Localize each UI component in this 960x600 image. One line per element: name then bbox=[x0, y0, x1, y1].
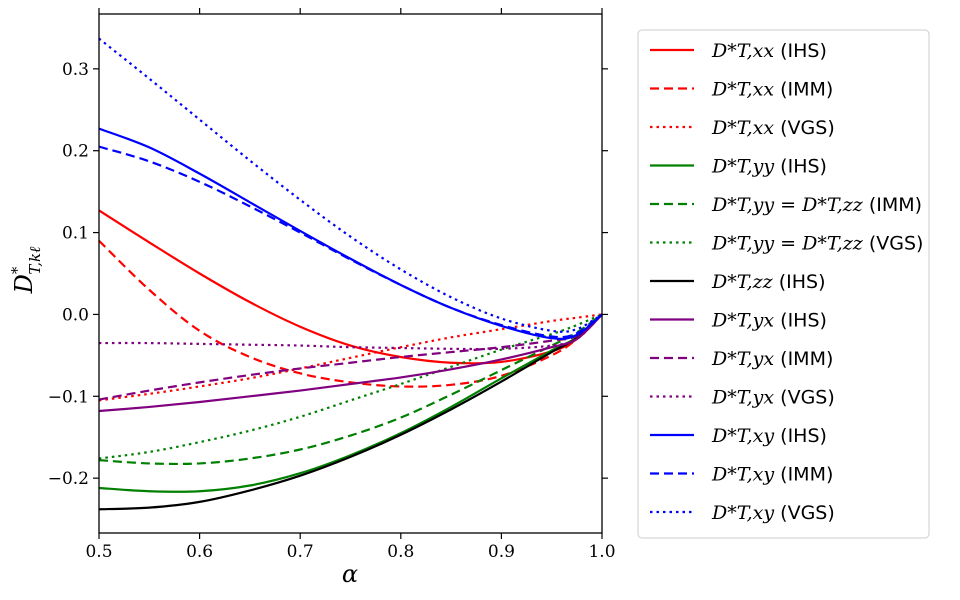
series-line-12 bbox=[98, 37, 603, 333]
y-tick-label: −0.2 bbox=[48, 469, 89, 489]
x-tick-label: 0.5 bbox=[85, 542, 112, 562]
legend-label-1: D*T,xx (IMM) bbox=[711, 79, 833, 101]
y-tick-label: −0.1 bbox=[48, 387, 89, 407]
legend-label-12: D*T,xy (VGS) bbox=[711, 502, 835, 524]
series-line-7 bbox=[98, 313, 603, 413]
x-tick-label: 0.9 bbox=[488, 542, 515, 562]
series-line-6 bbox=[98, 313, 603, 511]
x-tick-label: 0.8 bbox=[387, 542, 414, 562]
y-tick-label: 0.1 bbox=[62, 224, 89, 244]
series-line-3 bbox=[98, 313, 603, 493]
x-tick-label: 1.0 bbox=[588, 542, 615, 562]
legend: D*T,xx (IHS) D*T,xx (IMM) D*T,xx (VGS) D*T,… bbox=[637, 29, 930, 539]
legend-label-5: D*T,yy = D*T,zz (VGS) bbox=[711, 233, 923, 255]
series-line-11 bbox=[98, 145, 603, 339]
ticks-layer: 0.5 0.6 0.7 0.8 0.9 1.0 −0.2 −0.1 0.0 0.1 0.2 0.3 bbox=[48, 8, 616, 562]
legend-label-10: D*T,xy (IHS) bbox=[711, 425, 827, 447]
series-layer bbox=[98, 37, 603, 511]
svg-text:D*T,kℓ: D*T,kℓ bbox=[8, 247, 44, 295]
legend-label-7: D*T,yx (IHS) bbox=[711, 310, 827, 332]
legend-label-11: D*T,xy (IMM) bbox=[711, 464, 833, 486]
y-tick-label: 0.3 bbox=[62, 60, 89, 80]
y-tick-label: 0.2 bbox=[62, 142, 89, 162]
y-tick-label: 0.0 bbox=[62, 305, 89, 325]
legend-label-6: D*T,zz (IHS) bbox=[711, 271, 826, 293]
series-line-4 bbox=[98, 313, 603, 466]
series-line-10 bbox=[98, 127, 603, 340]
legend-label-9: D*T,yx (VGS) bbox=[711, 387, 835, 409]
legend-label-3: D*T,yy (IHS) bbox=[711, 156, 827, 178]
legend-label-4: D*T,yy = D*T,zz (IMM) bbox=[711, 194, 922, 216]
y-axis-label: D*T,kℓ bbox=[8, 247, 44, 295]
series-line-9 bbox=[98, 313, 603, 351]
x-tick-label: 0.6 bbox=[186, 542, 213, 562]
legend-frame bbox=[637, 29, 930, 539]
plot-frame bbox=[98, 13, 603, 534]
series-line-2 bbox=[98, 313, 603, 402]
x-tick-label: 0.7 bbox=[287, 542, 314, 562]
legend-label-8: D*T,yx (IMM) bbox=[711, 348, 833, 370]
legend-label-0: D*T,xx (IHS) bbox=[711, 40, 827, 62]
legend-label-2: D*T,xx (VGS) bbox=[711, 117, 835, 139]
series-line-0 bbox=[98, 209, 603, 365]
x-axis-label: α bbox=[342, 560, 358, 588]
series-line-1 bbox=[98, 239, 603, 388]
series-line-5 bbox=[98, 313, 603, 460]
